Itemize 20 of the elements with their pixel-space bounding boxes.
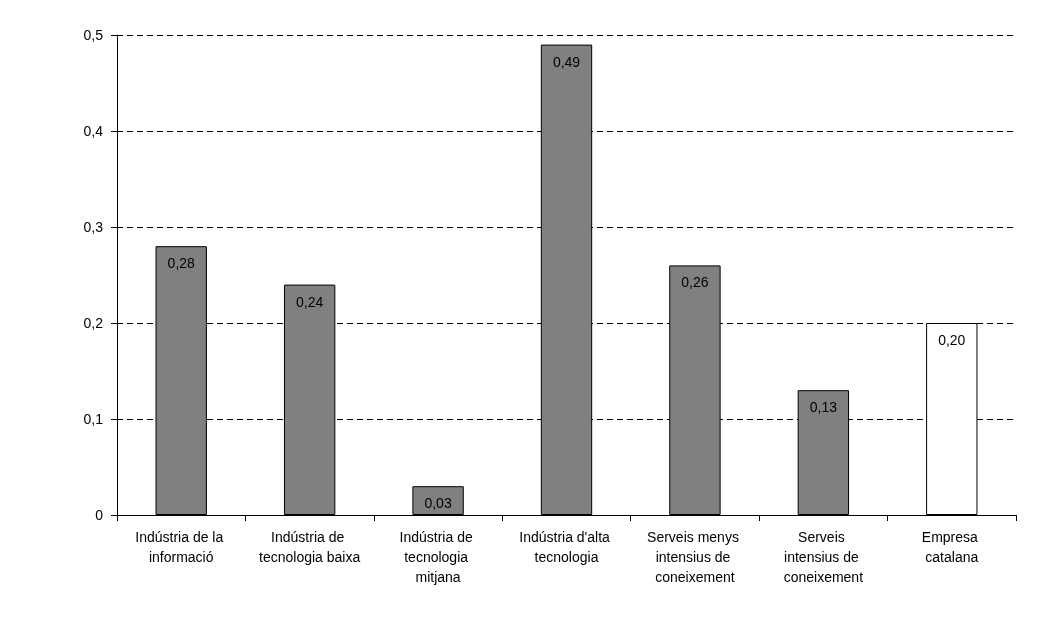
data-label: 0,49 [552,53,581,70]
data-label: 0,13 [809,399,838,416]
x-tick-label: Empresa catalana [921,529,982,565]
data-label: 0,03 [424,495,452,512]
x-tick-label: Indústria de tecnologia mitjana [399,529,477,585]
x-tick-label: Serveis intensius de coneixement [783,529,864,585]
data-label: 0,20 [938,332,966,348]
x-tick-label: Indústria d'alta tecnologia [519,529,614,565]
x-tick-label: Indústria de la informació [135,529,228,565]
data-label: 0,28 [167,255,196,272]
y-tick-label: 0,2 [83,315,104,331]
data-label: 0,26 [681,274,709,291]
y-tick-label: 0,5 [83,27,104,43]
x-tick-label: Serveis menys intensius de coneixement [647,529,743,585]
y-tick-label: 0,1 [83,411,104,427]
y-tick-label: 0,4 [83,123,104,139]
x-tick-label: Indústria de tecnologia baixa [259,529,361,565]
data-label: 0,24 [296,293,324,310]
y-tick-label: 0,3 [83,219,104,235]
y-tick-label: 0 [95,507,104,523]
